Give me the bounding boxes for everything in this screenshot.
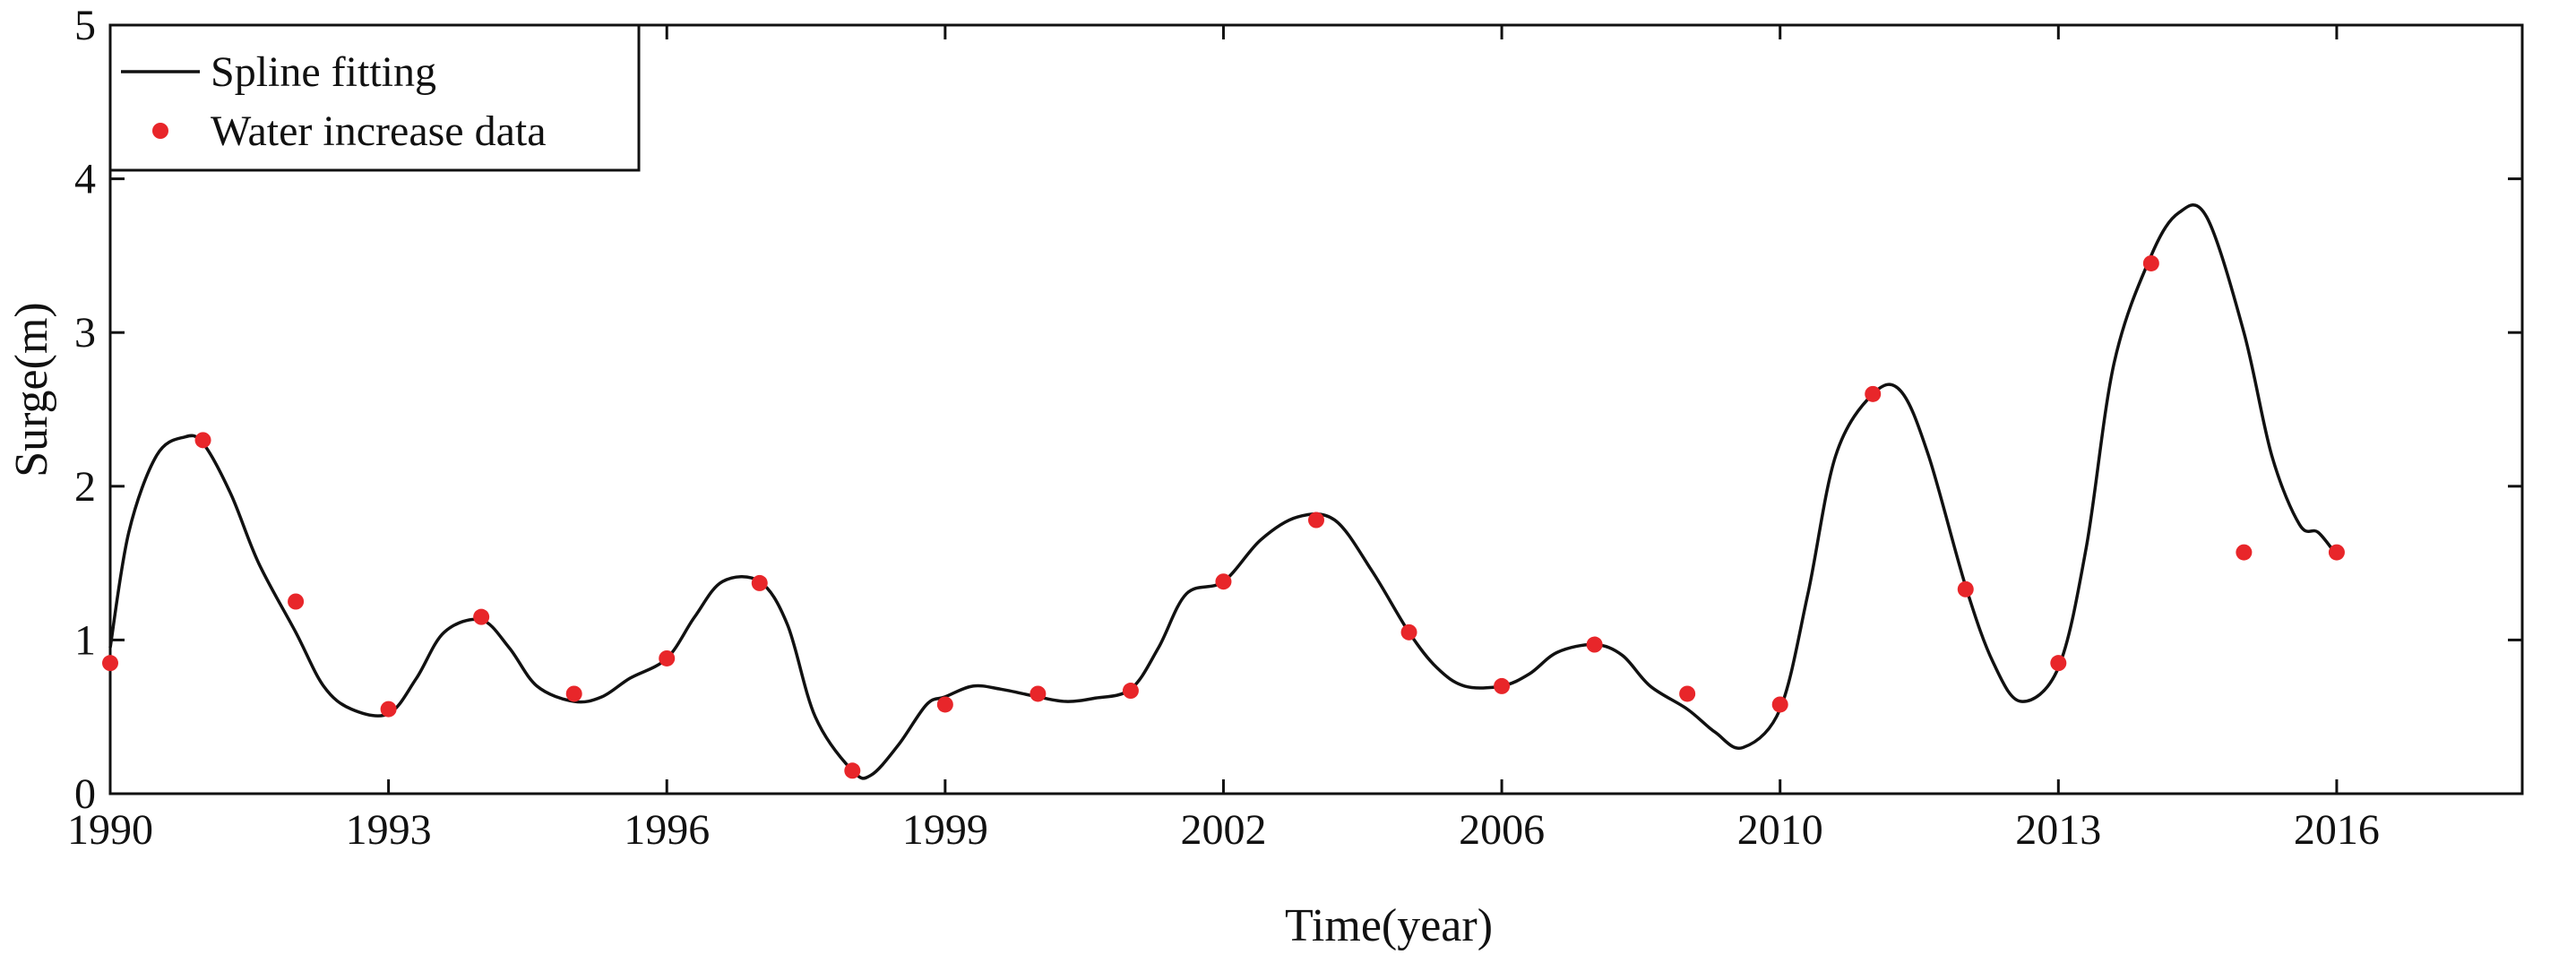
water-increase-point — [473, 608, 490, 625]
spline-fitting-line — [108, 203, 2339, 780]
y-axis-label: Surge(m) — [6, 302, 57, 477]
legend-box — [108, 23, 641, 172]
x-tick-label: 1996 — [624, 806, 710, 854]
y-tick-label: 5 — [74, 2, 96, 49]
water-increase-point — [2328, 544, 2345, 561]
x-tick-label: 2016 — [2294, 806, 2380, 854]
water-increase-point — [844, 762, 861, 779]
y-tick-label: 4 — [74, 156, 96, 203]
water-increase-point — [102, 655, 118, 672]
water-increase-point — [1771, 696, 1788, 713]
water-increase-point — [1122, 683, 1139, 700]
water-increase-point — [2142, 254, 2159, 271]
legend-point-swatch — [152, 123, 168, 139]
plot-frame — [108, 23, 2524, 795]
water-increase-point — [1308, 512, 1324, 529]
water-increase-point — [2236, 544, 2253, 561]
series-group — [102, 203, 2345, 780]
x-tick-label: 2013 — [2015, 806, 2101, 854]
water-increase-point — [751, 574, 768, 591]
water-increase-point — [1679, 685, 1696, 702]
water-increase-point — [194, 432, 211, 449]
axes-group: 1990 1993 1996 1999 2002 2006 2010 2013 2016 0 1 2 3… — [67, 2, 2524, 854]
legend-label-data: Water increase data — [211, 107, 547, 155]
y-tick-label: 3 — [74, 309, 96, 357]
water-increase-point — [1586, 636, 1603, 653]
y-tick-label: 2 — [74, 463, 96, 511]
water-increase-point — [380, 701, 397, 718]
water-increase-point — [1865, 385, 1882, 402]
water-increase-point — [659, 649, 676, 666]
water-increase-point — [1215, 573, 1232, 590]
water-increase-point — [288, 593, 305, 610]
legend: Spline fitting Water increase data — [108, 23, 641, 172]
water-increase-point — [1030, 685, 1047, 702]
y-tick-label: 0 — [74, 770, 96, 818]
x-tick-label: 2010 — [1737, 806, 1823, 854]
y-tick-label: 1 — [74, 616, 96, 664]
x-tick-label: 2006 — [1459, 806, 1545, 854]
legend-label-spline: Spline fitting — [211, 48, 436, 96]
x-tick-label: 1990 — [67, 806, 153, 854]
x-axis-label: Time(year) — [1285, 900, 1493, 951]
x-tick-label: 1999 — [902, 806, 988, 854]
water-increase-point — [565, 685, 582, 702]
water-increase-point — [1400, 623, 1417, 641]
water-increase-point — [936, 696, 953, 713]
x-tick-label: 1993 — [346, 806, 432, 854]
x-tick-label: 2002 — [1180, 806, 1266, 854]
water-increase-point — [1494, 677, 1511, 694]
water-increase-point — [1957, 580, 1974, 598]
water-increase-point — [2050, 655, 2067, 672]
